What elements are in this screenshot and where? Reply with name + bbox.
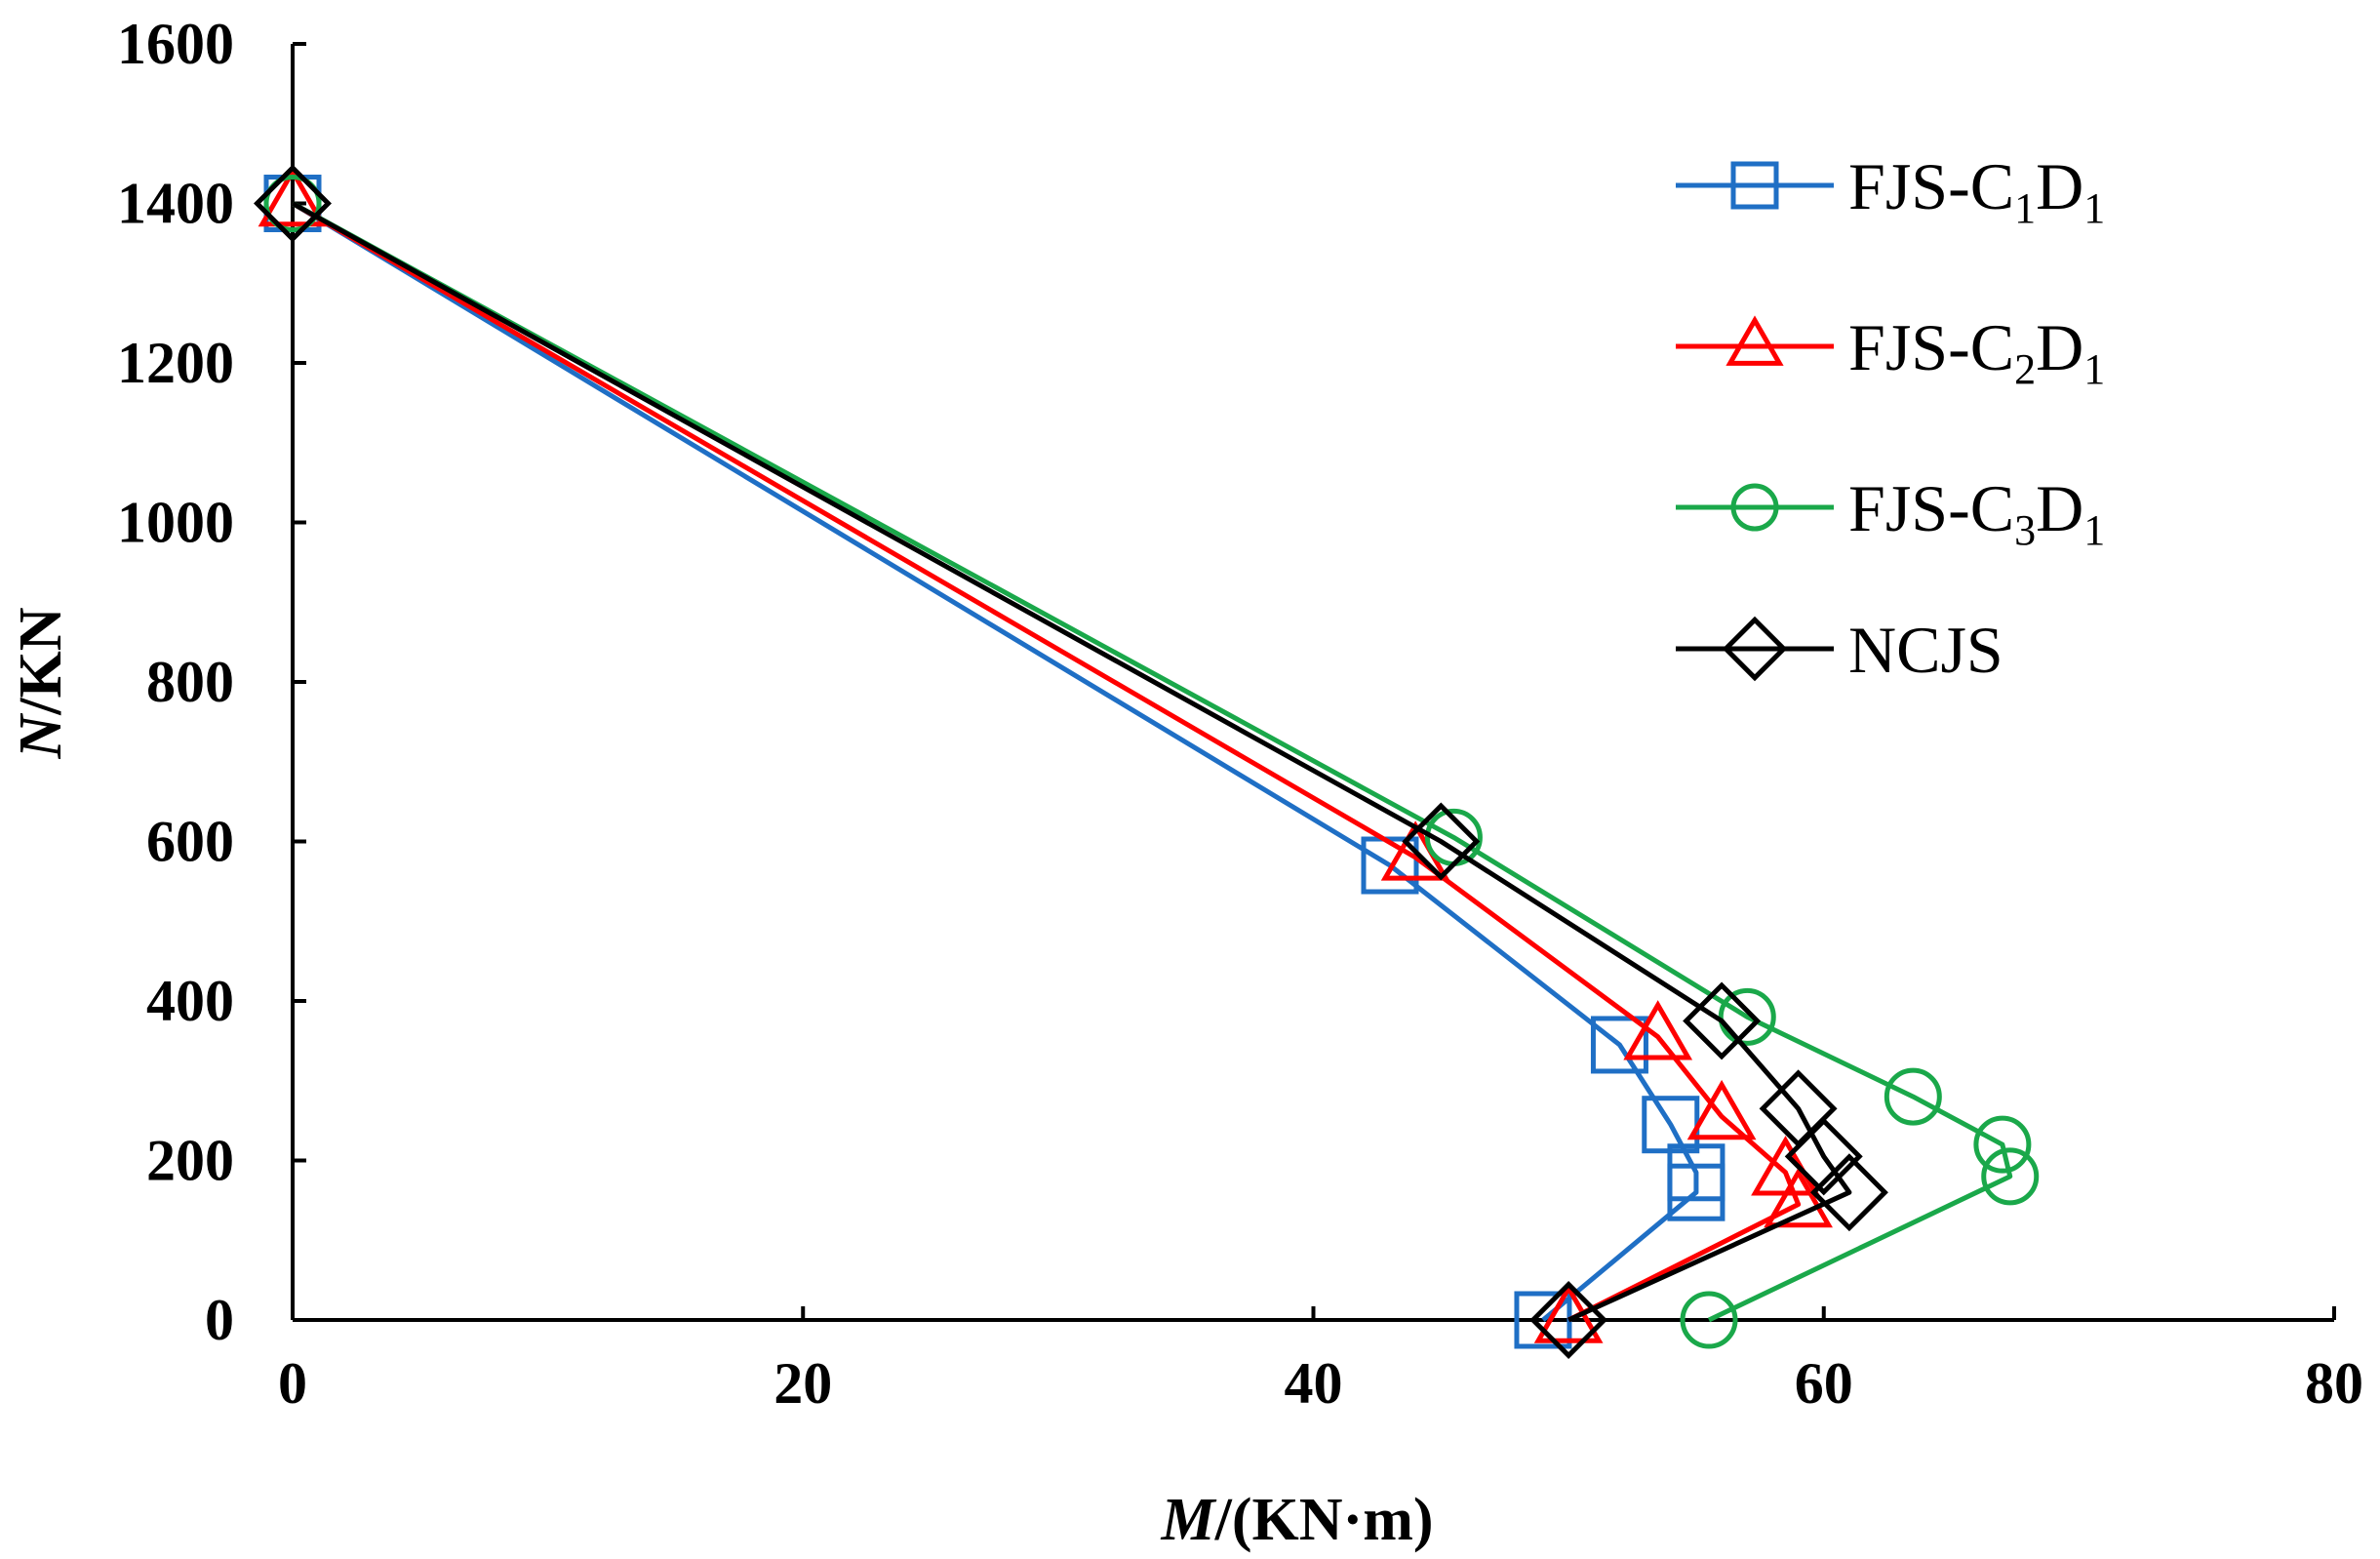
legend-item: FJS-C2D1 xyxy=(1676,310,2105,393)
legend-item: FJS-C3D1 xyxy=(1676,471,2105,554)
diamond-marker xyxy=(254,164,332,243)
y-axis-title: N/KN xyxy=(8,607,74,759)
series-4 xyxy=(254,164,1888,1359)
y-tick-label: 600 xyxy=(146,810,234,874)
legend-label: NCJS xyxy=(1848,613,2003,687)
y-tick-label: 200 xyxy=(146,1129,234,1193)
series-3 xyxy=(263,175,2040,1349)
series-line xyxy=(291,201,1852,1323)
y-tick-label: 0 xyxy=(205,1288,234,1352)
y-tick-label: 1200 xyxy=(117,331,234,395)
triangle-marker xyxy=(1623,1000,1693,1060)
triangle-marker xyxy=(258,166,328,227)
y-tick-label: 1600 xyxy=(117,12,234,76)
circle-marker xyxy=(1680,1291,1738,1349)
circle-marker xyxy=(1973,1115,2032,1174)
x-tick-label: 40 xyxy=(1285,1351,1343,1416)
x-tick-label: 20 xyxy=(774,1351,832,1416)
x-axis-title: M/(KN·m) xyxy=(1161,1487,1434,1553)
y-tick-label: 800 xyxy=(146,650,234,714)
diamond-marker xyxy=(1529,1281,1608,1359)
legend-label: FJS-C2D1 xyxy=(1848,310,2105,393)
x-tick-label: 0 xyxy=(278,1351,307,1416)
series-line xyxy=(291,201,1802,1323)
y-tick-label: 1000 xyxy=(117,491,234,555)
diamond-marker xyxy=(1809,1153,1888,1232)
diamond-marker xyxy=(1402,802,1481,881)
series-line xyxy=(291,201,2013,1323)
series-2 xyxy=(258,166,1833,1343)
legend-label: FJS-C1D1 xyxy=(1848,149,2105,232)
square-marker xyxy=(1361,836,1419,895)
diamond-marker xyxy=(1784,1117,1863,1196)
triangle-marker xyxy=(1764,1167,1833,1228)
circle-marker xyxy=(1730,483,1779,532)
circle-marker xyxy=(263,175,322,232)
series-line xyxy=(291,201,1699,1322)
legend-item: FJS-C1D1 xyxy=(1676,149,2105,232)
triangle-marker xyxy=(1726,315,1784,366)
series-lines xyxy=(254,164,2040,1359)
legend-item: NCJS xyxy=(1676,613,2003,687)
legend: FJS-C1D1 FJS-C2D1 FJS-C3D1 NCJS xyxy=(1676,149,2105,687)
series-1 xyxy=(263,175,1726,1349)
y-tick-label: 1400 xyxy=(117,172,234,236)
diamond-marker xyxy=(1683,981,1762,1060)
square-marker xyxy=(1730,161,1779,210)
diamond-marker xyxy=(1722,616,1788,682)
circle-marker xyxy=(1718,987,1776,1046)
square-marker xyxy=(1667,1163,1726,1221)
legend-label: FJS-C3D1 xyxy=(1848,471,2105,554)
x-tick-label: 60 xyxy=(1795,1351,1853,1416)
x-tick-label: 80 xyxy=(2305,1351,2363,1416)
circle-marker xyxy=(1981,1147,2040,1206)
y-tick-label: 400 xyxy=(146,969,234,1033)
square-marker xyxy=(1590,1016,1648,1074)
circle-marker xyxy=(1884,1067,1942,1126)
triangle-marker xyxy=(1686,1079,1757,1140)
